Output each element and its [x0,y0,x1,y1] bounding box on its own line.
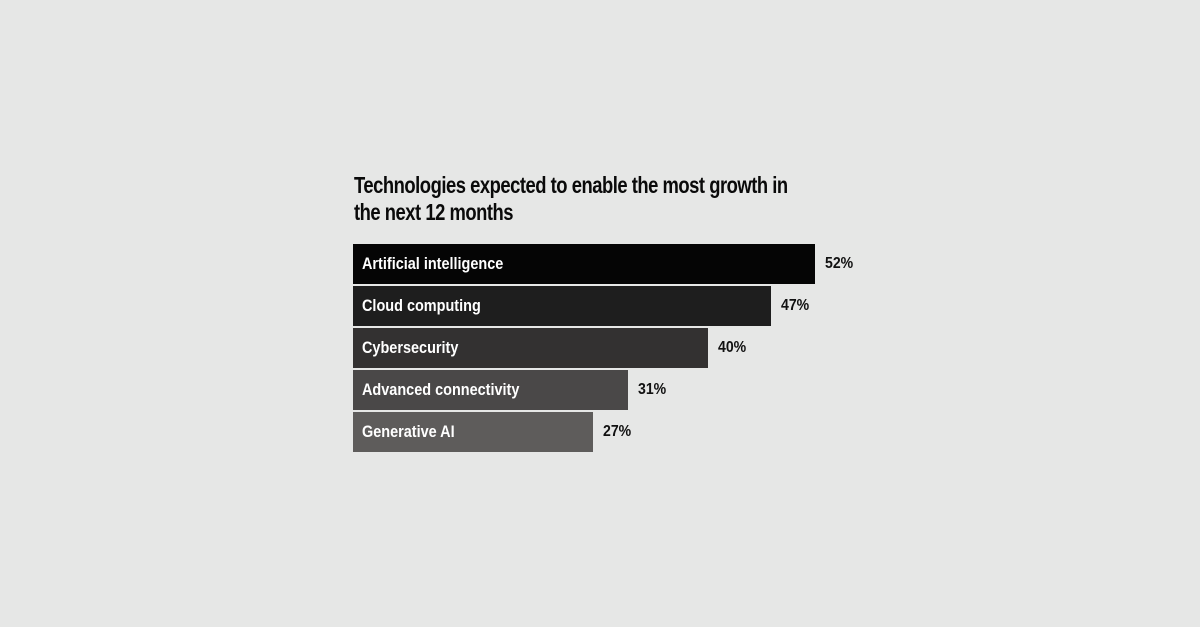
bar-1 [353,286,771,326]
bar-value-label: 31% [638,381,667,398]
bar-value-label: 40% [718,339,747,356]
bar-category-label: Generative AI [362,422,455,441]
chart-title: Technologies expected to enable the most… [354,172,850,226]
bar-value-label: 52% [825,255,854,272]
chart-title-line-2: the next 12 months [354,199,514,225]
bar-category-label: Artificial intelligence [362,254,504,273]
chart-title-line-1: Technologies expected to enable the most… [354,172,788,198]
bar-4 [353,412,593,452]
bar-category-label: Cloud computing [362,296,481,315]
bar-value-label: 47% [780,297,809,314]
bar-3 [353,370,629,410]
bar-category-label: Cybersecurity [362,338,459,357]
bar-2 [353,328,709,368]
bar-0 [353,244,815,284]
bar-category-label: Advanced connectivity [362,380,520,399]
bar-value-label: 27% [602,423,632,440]
